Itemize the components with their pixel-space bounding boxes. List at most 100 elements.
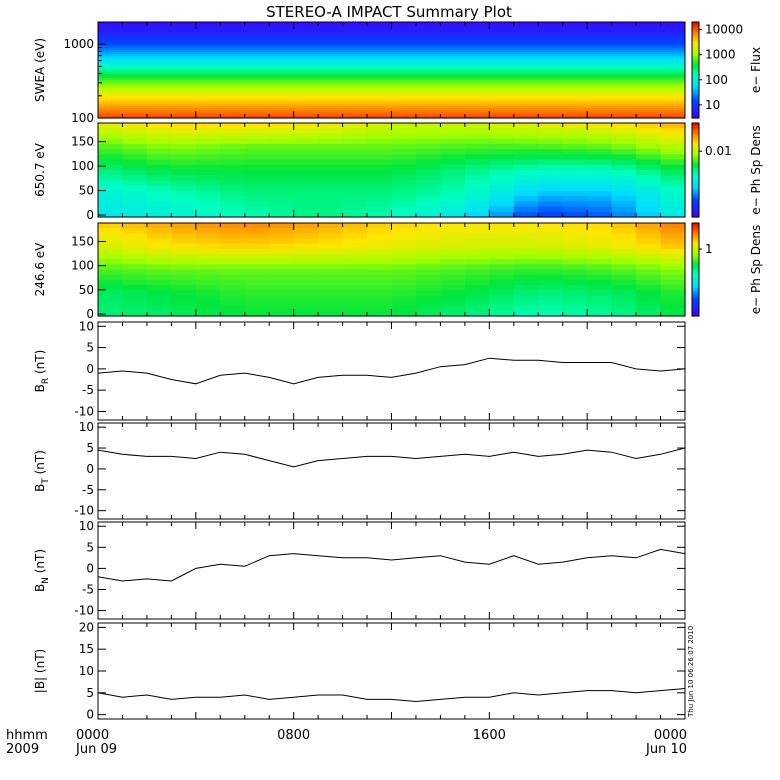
heatmap-cell (244, 149, 270, 155)
heatmap-cell (611, 133, 637, 140)
heatmap-cell (342, 206, 368, 213)
heatmap-cell (415, 264, 442, 271)
heatmap-cell (636, 123, 662, 129)
heatmap-cell (636, 264, 662, 271)
heatmap-cell (464, 133, 490, 140)
heatmap-cell (562, 295, 588, 302)
y-tick-label: 10 (79, 519, 94, 533)
heatmap-cell (171, 128, 197, 135)
heatmap-cell (391, 201, 417, 208)
heatmap-cell (269, 285, 295, 291)
heatmap-cell (318, 133, 344, 140)
time-tick-label: 0000 (654, 728, 687, 743)
heatmap-cell (146, 138, 172, 145)
heatmap-cell (636, 238, 662, 245)
heatmap-cell (98, 60, 685, 63)
heatmap-cell (415, 180, 442, 187)
heatmap-cell (587, 175, 613, 182)
heatmap-cell (98, 310, 124, 317)
heatmap-cell (367, 164, 393, 171)
heatmap-cell (660, 295, 686, 302)
heatmap-cell (98, 243, 124, 250)
heatmap-cell (464, 285, 490, 291)
heatmap-cell (98, 106, 685, 109)
heatmap-cell (98, 62, 685, 65)
heatmap-cell (98, 88, 685, 91)
heatmap-cell (489, 269, 515, 276)
heatmap-cell (440, 138, 466, 145)
heatmap-cell (220, 196, 246, 202)
heatmap-cell (146, 223, 172, 229)
heatmap-cell (562, 180, 588, 187)
heatmap-cell (587, 190, 613, 197)
heatmap-cell (489, 138, 515, 145)
heatmap-cell (195, 295, 221, 302)
heatmap-cell (415, 269, 442, 276)
heatmap-cell (98, 233, 124, 240)
heatmap-cell (220, 211, 246, 218)
heatmap-cell (538, 269, 564, 276)
heatmap-cell (244, 175, 270, 182)
heatmap-cell (244, 295, 270, 302)
heatmap-cell (220, 238, 246, 245)
heatmap-cell (244, 223, 270, 229)
heatmap-cell (464, 206, 490, 213)
heatmap-cell (587, 300, 613, 307)
heatmap-cell (611, 185, 637, 192)
heatmap-cell (415, 154, 442, 161)
heatmap-cell (636, 228, 662, 234)
heatmap-cell (611, 190, 637, 197)
heatmap-cell (464, 238, 490, 245)
y-tick-label: 150 (71, 235, 94, 249)
heatmap-cell (464, 279, 490, 286)
heatmap-cell (464, 264, 490, 271)
colorbar-segment (692, 151, 699, 155)
heatmap-cell (660, 285, 686, 291)
heatmap-cell (391, 305, 417, 312)
heatmap-cell (122, 285, 148, 291)
heatmap-cell (342, 285, 368, 291)
heatmap-cell (440, 254, 466, 260)
colorbar-segment (692, 309, 699, 312)
heatmap-cell (636, 159, 662, 166)
heatmap-cell (513, 154, 539, 161)
heatmap-cell (342, 149, 368, 155)
colorbar-label: e− Ph Sp Dens (749, 125, 763, 214)
heatmap-cell (415, 211, 442, 218)
heatmap-cell (220, 274, 246, 281)
colorbar-segment (692, 260, 699, 264)
heatmap-cell (587, 285, 613, 291)
colorbar-segment (692, 283, 699, 287)
heatmap-cell (562, 269, 588, 276)
colorbar-segment (692, 167, 699, 171)
heatmap-cell (244, 133, 270, 140)
heatmap-cell (98, 190, 124, 197)
colorbar-segment (692, 72, 699, 76)
heatmap-cell (146, 201, 172, 208)
heatmap-cell (636, 138, 662, 145)
y-tick-label: 10 (79, 420, 94, 434)
heatmap-cell (391, 233, 417, 240)
colorbar-segment (692, 41, 699, 45)
colorbar-segment (692, 144, 699, 148)
heatmap-cell (562, 279, 588, 286)
heatmap-cell (146, 285, 172, 291)
colorbar-segment (692, 177, 699, 180)
heatmap-cell (244, 243, 270, 250)
y-tick-label: 10 (79, 319, 94, 333)
heatmap-cell (171, 264, 197, 271)
colorbar-segment (692, 181, 699, 185)
heatmap-cell (513, 143, 539, 150)
heatmap-cell (269, 164, 295, 171)
heatmap-cell (391, 254, 417, 260)
colorbar-segment (692, 43, 699, 47)
heatmap-cell (367, 170, 393, 176)
heatmap-cell (415, 310, 442, 317)
heatmap-cell (538, 201, 564, 208)
heatmap-cell (171, 238, 197, 245)
heatmap-cell (611, 295, 637, 302)
heatmap-cell (146, 228, 172, 234)
heatmap-cell (489, 164, 515, 171)
heatmap-cell (415, 290, 442, 296)
heatmap-cell (367, 305, 393, 312)
